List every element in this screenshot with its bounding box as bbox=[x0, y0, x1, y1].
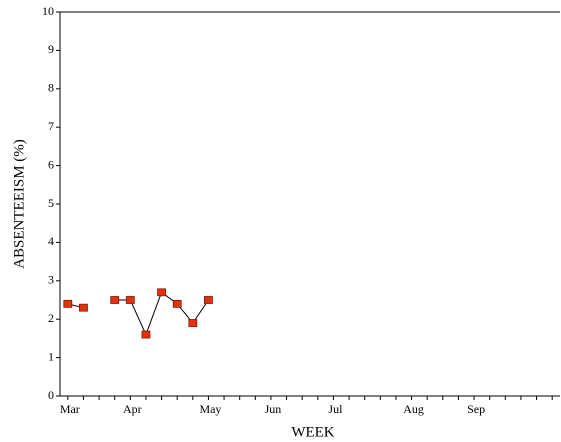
x-tick-label: Mar bbox=[60, 402, 80, 416]
y-tick-label: 6 bbox=[48, 157, 54, 171]
x-tick-label: Sep bbox=[467, 402, 485, 416]
x-tick-label: May bbox=[199, 402, 221, 416]
point bbox=[63, 299, 73, 308]
point bbox=[110, 296, 120, 304]
y-tick-label: 8 bbox=[48, 81, 54, 95]
y-tick-label: 1 bbox=[48, 349, 54, 363]
point bbox=[141, 330, 151, 339]
x-tick-label: Jul bbox=[328, 402, 343, 416]
point bbox=[125, 296, 135, 304]
y-tick-label: 10 bbox=[42, 4, 54, 18]
x-tick-label: Aug bbox=[403, 402, 424, 416]
y-tick-label: 4 bbox=[48, 234, 54, 248]
y-axis-title: ABSENTEEISM (%) bbox=[11, 139, 27, 269]
y-tick-label: 2 bbox=[48, 311, 54, 325]
x-axis-title: WEEK bbox=[291, 424, 334, 440]
point bbox=[188, 319, 198, 327]
y-tick-label: 0 bbox=[48, 388, 54, 402]
point bbox=[157, 288, 166, 297]
x-tick-label: Apr bbox=[123, 402, 142, 416]
y-tick-label: 9 bbox=[48, 42, 54, 56]
y-tick-label: 7 bbox=[48, 119, 54, 133]
x-tick-label: Jun bbox=[265, 402, 282, 416]
point bbox=[204, 296, 213, 304]
point bbox=[172, 299, 182, 308]
point bbox=[79, 303, 88, 312]
series-line bbox=[67, 291, 209, 336]
y-tick-label: 3 bbox=[48, 273, 54, 287]
y-tick-label: 5 bbox=[48, 196, 54, 210]
